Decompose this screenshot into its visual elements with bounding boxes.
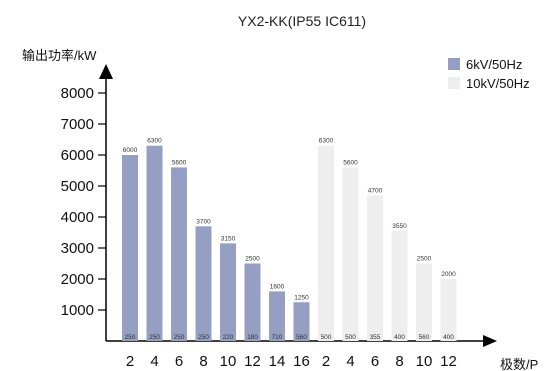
bar-s0-8 [195, 226, 212, 341]
bar-value-label-s1-2: 6300 [319, 138, 334, 145]
y-tick-label-8000: 8000 [61, 85, 94, 102]
bar-min-label-s1-8: 400 [394, 334, 405, 341]
bar-s1-6 [367, 195, 383, 341]
legend-swatch-6kv [448, 58, 460, 70]
bar-min-label-s0-2: 250 [125, 334, 136, 341]
legend-swatch-10kv [448, 77, 460, 89]
legend: 6kV/50Hz 10kV/50Hz [448, 57, 530, 91]
bar-min-label-s0-8: 250 [198, 334, 209, 341]
bar-min-label-s1-12: 400 [443, 334, 454, 341]
bar-value-label-s1-8: 3550 [392, 223, 407, 230]
x-tick-label-s1-8: 8 [395, 353, 403, 370]
bar-s0-12 [244, 263, 261, 341]
x-tick-label-s0-16: 16 [293, 353, 310, 370]
y-axis-arrow [99, 64, 113, 79]
bar-value-label-s1-12: 2000 [441, 271, 456, 278]
legend-label-6kv: 6kV/50Hz [466, 57, 522, 72]
bar-value-label-s0-10: 3150 [221, 235, 236, 242]
y-tick-label-4000: 4000 [61, 209, 94, 226]
bar-s0-10 [220, 243, 236, 341]
bar-min-label-s1-10: 560 [419, 334, 430, 341]
bar-min-label-s1-2: 500 [321, 334, 332, 341]
x-tick-label-s1-4: 4 [346, 353, 354, 370]
y-tick-label-6000: 6000 [61, 147, 94, 164]
bar-s1-2 [318, 145, 334, 341]
x-tick-label-s0-14: 14 [269, 353, 286, 370]
y-tick-label-2000: 2000 [61, 271, 94, 288]
x-tick-label-s0-6: 6 [175, 353, 183, 370]
bar-s1-12 [440, 279, 457, 341]
bar-value-label-s0-12: 2500 [245, 256, 260, 263]
bar-value-label-s0-16: 1250 [294, 294, 309, 301]
y-tick-label-5000: 5000 [61, 178, 94, 195]
x-axis-arrow [483, 335, 497, 347]
bar-value-label-s1-4: 5600 [343, 159, 358, 166]
x-tick-label-s1-10: 10 [416, 353, 433, 370]
bar-value-label-s0-2: 6000 [123, 147, 138, 154]
bar-value-label-s1-6: 4700 [368, 187, 383, 194]
bar-s0-14 [269, 291, 285, 341]
bar-min-label-s0-6: 250 [174, 334, 185, 341]
bar-s0-4 [146, 145, 163, 341]
x-tick-label-s0-4: 4 [150, 353, 158, 370]
chart-title: YX2-KK(IP55 IC611) [238, 13, 366, 29]
bar-min-label-s0-14: 710 [272, 334, 283, 341]
x-tick-label-s1-2: 2 [322, 353, 330, 370]
x-tick-label-s0-8: 8 [199, 353, 207, 370]
x-tick-label-s1-6: 6 [371, 353, 379, 370]
bar-s0-16 [293, 302, 310, 341]
x-tick-label-s0-2: 2 [126, 353, 134, 370]
bar-value-label-s1-10: 2500 [417, 256, 432, 263]
bar-value-label-s0-4: 6300 [147, 138, 162, 145]
y-tick-label-1000: 1000 [61, 302, 94, 319]
bar-min-label-s1-4: 500 [345, 334, 356, 341]
bar-min-label-s0-10: 220 [223, 334, 234, 341]
y-tick-label-7000: 7000 [61, 116, 94, 133]
x-axis-title: 极数/P [500, 357, 538, 371]
bar-s0-6 [171, 167, 187, 341]
bar-value-label-s0-14: 1600 [270, 283, 285, 290]
bar-value-label-s0-8: 3700 [196, 218, 211, 225]
x-ticks: 2 4 6 8 10 12 14 16 2 4 6 8 10 12 [126, 353, 457, 370]
bar-s1-8 [391, 230, 408, 341]
legend-label-10kv: 10kV/50Hz [466, 76, 530, 91]
bar-min-label-s1-6: 355 [370, 334, 381, 341]
x-tick-label-s0-12: 12 [244, 353, 261, 370]
bar-min-label-s0-12: 180 [247, 334, 258, 341]
bar-min-label-s0-16: 560 [296, 334, 307, 341]
bars: 6000 250 6300 250 5600 250 3700 250 3150 220 2500 1… [122, 138, 457, 341]
bar-min-label-s0-4: 250 [149, 334, 160, 341]
y-ticks: 1000 2000 3000 4000 5000 6000 7000 8000 [61, 85, 106, 319]
bar-s1-4 [342, 167, 359, 341]
x-tick-label-s0-10: 10 [220, 353, 237, 370]
bar-s0-2 [122, 155, 138, 341]
bar-s1-10 [416, 263, 432, 341]
bar-value-label-s0-6: 5600 [172, 159, 187, 166]
x-tick-label-s1-12: 12 [440, 353, 457, 370]
y-tick-label-3000: 3000 [61, 240, 94, 257]
y-axis-title: 输出功率/kW [22, 48, 97, 63]
